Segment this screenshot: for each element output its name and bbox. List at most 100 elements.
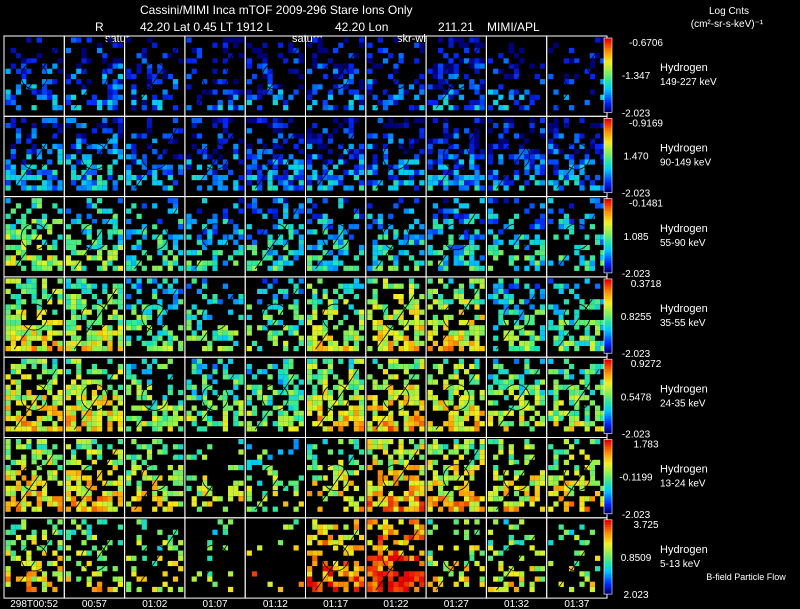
- colorbar-segment: [604, 201, 612, 205]
- field-line: [254, 368, 298, 430]
- colorbar-segment: [604, 388, 612, 392]
- colorbar-segment: [604, 52, 612, 56]
- colorbar-segment: [604, 396, 612, 400]
- energy-range-label: 149-227 keV: [660, 77, 717, 88]
- field-line: [134, 208, 178, 270]
- colorbar-segment: [604, 586, 612, 590]
- lat-circle: [442, 464, 470, 492]
- panel-cell: [3, 517, 65, 599]
- lat-circle: [563, 544, 591, 572]
- lat-circle: [81, 303, 108, 331]
- lat-circle: [503, 62, 530, 90]
- colorbar-frame: [603, 198, 613, 274]
- colorbar-max-label: 3.725: [633, 520, 658, 531]
- panel-cell: [425, 115, 487, 198]
- colorbar-segment: [604, 283, 612, 287]
- field-line: [496, 368, 540, 430]
- colorbar-segment: [604, 80, 612, 84]
- colorbar-segment: [604, 157, 612, 161]
- colorbar-segment: [604, 308, 612, 312]
- panel-cell: [3, 437, 65, 519]
- field-line: [194, 449, 238, 511]
- colorbar-segment: [604, 99, 612, 103]
- colorbar-min-label: -2.023: [622, 108, 651, 119]
- panel-cell: [365, 437, 427, 519]
- colorbar-segment: [604, 547, 612, 550]
- colorbar-segment: [604, 90, 612, 93]
- lat-circle: [201, 62, 229, 90]
- field-line: [254, 47, 298, 109]
- colorbar-segment: [604, 498, 612, 502]
- species-label: Hydrogen: [660, 544, 708, 556]
- colorbar-segment: [604, 581, 612, 585]
- panel-cell: [546, 437, 608, 519]
- colorbar-segment: [604, 544, 612, 548]
- colorbar-segment: [604, 82, 612, 86]
- lat-circle: [141, 464, 169, 492]
- field-line: [435, 128, 479, 189]
- colorbar-segment: [604, 519, 612, 523]
- panel-cell: [485, 437, 548, 519]
- field-line: [496, 208, 540, 270]
- lat-circle: [382, 62, 410, 90]
- colorbar-segment: [604, 484, 612, 488]
- field-line: [315, 368, 359, 430]
- header-r: R: [95, 20, 104, 34]
- colorbar-segment: [604, 374, 612, 378]
- panel-cell: [365, 35, 427, 117]
- field-line: [556, 288, 600, 350]
- field-line: [13, 47, 57, 109]
- panel-cell: [244, 276, 306, 358]
- panel-cell: [365, 276, 427, 358]
- panel-cell: [63, 517, 126, 599]
- colorbar-segment: [604, 343, 612, 347]
- colorbar-segment: [604, 72, 612, 76]
- colorbar-min-label: -2.023: [622, 269, 651, 280]
- colorbar-segment: [604, 265, 612, 269]
- colorbar-segment: [604, 418, 612, 422]
- lat-circle: [382, 143, 410, 170]
- field-line: [375, 208, 419, 270]
- field-line: [496, 288, 540, 350]
- colorbar-segment: [604, 584, 612, 588]
- species-label: Hydrogen: [660, 303, 708, 315]
- colorbar-segment: [604, 361, 612, 365]
- field-line: [13, 128, 57, 189]
- field-line: [556, 529, 600, 591]
- colorbar-segment: [604, 384, 612, 387]
- species-label: Hydrogen: [660, 223, 708, 235]
- colorbar-segment: [604, 128, 612, 132]
- colorbar-segment: [604, 439, 612, 443]
- lat-circle: [382, 223, 410, 251]
- colorbar-segment: [604, 143, 612, 147]
- colorbar-segment: [604, 552, 612, 555]
- field-line: [134, 529, 178, 591]
- lat-circle: [442, 303, 470, 331]
- panel-cell: [425, 276, 487, 358]
- colorbar-segment: [604, 190, 612, 194]
- figure-title: Cassini/MIMI Inca mTOF 2009-296 Stare Io…: [140, 3, 413, 17]
- field-line: [315, 529, 359, 591]
- field-line: [73, 529, 117, 591]
- colorbar-segment: [604, 85, 612, 89]
- colorbar-segment: [604, 508, 612, 512]
- lat-circle: [382, 464, 410, 492]
- lat-circle: [322, 464, 350, 492]
- colorbar-segment: [604, 165, 612, 169]
- colorbar-segment: [604, 167, 612, 171]
- lat-circle: [201, 223, 229, 251]
- lat-circle: [322, 303, 350, 331]
- panel-cell: [184, 517, 246, 599]
- colorbar-segment: [604, 340, 612, 344]
- field-line: [556, 449, 600, 511]
- colorbar-segment: [604, 529, 612, 533]
- colorbar-mid-label: 0.8509: [621, 553, 652, 564]
- colorbar-segment: [604, 278, 612, 282]
- panel-cell: [244, 35, 306, 117]
- colorbar-segment: [604, 213, 612, 217]
- lat-circle: [563, 143, 591, 170]
- lat-circle: [201, 383, 229, 411]
- colorbar-segment: [604, 328, 612, 332]
- colorbar-segment: [604, 511, 612, 515]
